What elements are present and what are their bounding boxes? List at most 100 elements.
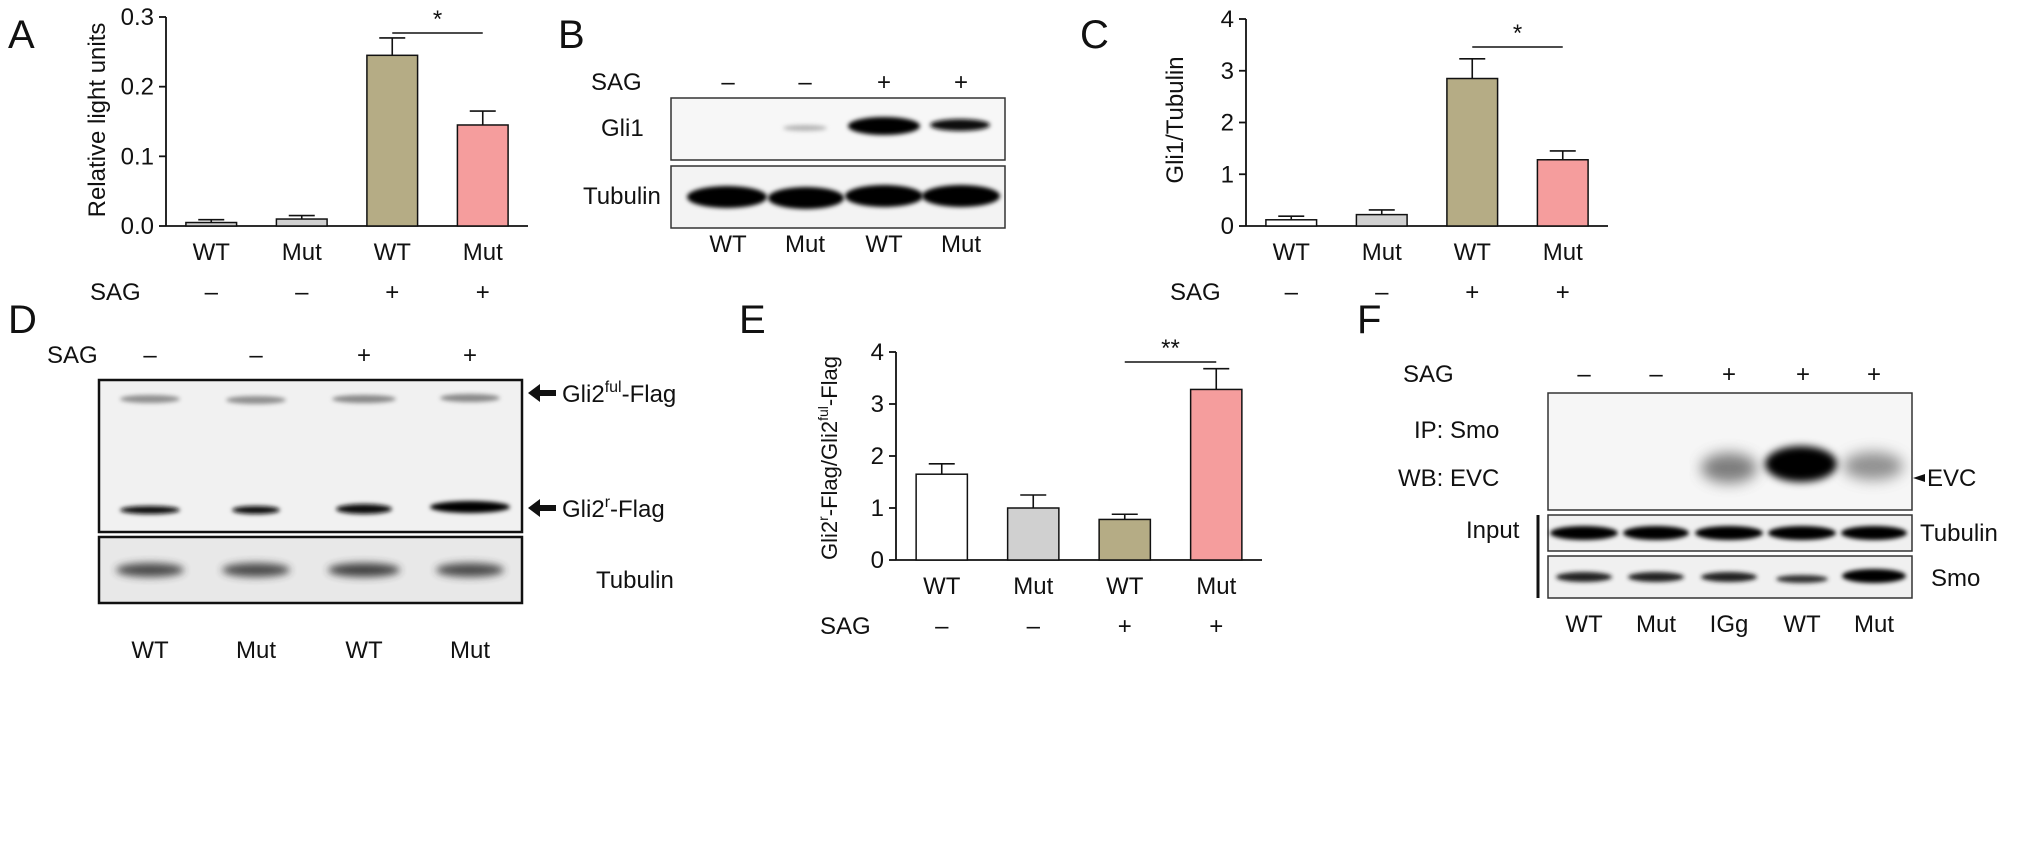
blot-b-sag-4: + [954,69,968,96]
chart-a-bar [185,221,238,227]
blot-d-sag-1: – [143,342,157,369]
chart-e-x-label: WT [923,573,961,600]
blot-b-sag-2: – [798,69,812,96]
blot-b-gli1-band-4 [930,119,990,131]
chart-c-significance-label: * [1513,20,1522,47]
panel-letter-a: A [8,13,35,57]
arrow-gli2-r-icon [528,499,556,517]
blot-b-sag-1: – [721,69,735,96]
chart-a-significance-label: * [433,6,442,33]
chart-e-sag-value: + [1209,613,1223,640]
chart-a-bar [275,218,328,227]
chart-c-bar [1265,219,1318,227]
blot-f-evc-band-4 [1765,446,1837,482]
panel-b: B SAG – – + + Gli1 Tubulin WT Mut WT Mut [558,13,1006,258]
chart-c-ylabel: Gli1/Tubulin [1162,56,1189,183]
blot-d-row-tubulin: Tubulin [596,567,674,594]
blot-f-sag-3: + [1722,361,1736,388]
chart-e-ylabel: Gli2r-Flag/Gli2ful-Flag [815,356,842,560]
chart-e-ytick-label: 3 [871,391,884,418]
chart-c-bar [1355,213,1408,227]
chart-c-ytick-label: 1 [1221,161,1234,188]
chart-c-ytick-label: 0 [1221,213,1234,240]
blot-f-evc-band-5 [1843,452,1903,480]
chart-a-bar [366,54,419,227]
chart-c-x-label: Mut [1362,239,1402,266]
blot-b-lane-4: Mut [941,231,981,258]
blot-d-tub-band-3 [328,563,400,577]
panel-letter-d: D [8,298,37,342]
blot-f-sag-label: SAG [1403,361,1454,388]
blot-f-smo-band-1 [1556,572,1612,582]
chart-a-ytick-label: 0.0 [121,213,154,240]
chart-e: 0 1 2 3 4 WT – Mut – WT + Mut + SAG ** [820,335,1262,640]
chart-e-x-label: WT [1106,573,1144,600]
chart-c-x-label: WT [1454,239,1492,266]
panel-letter-c: C [1080,13,1109,57]
chart-e-sag-value: – [935,613,949,640]
blot-d-sag-label: SAG [47,342,98,369]
blot-d-sag-4: + [463,342,477,369]
blot-d-lane-1: WT [131,637,169,664]
chart-a-x-label: Mut [463,239,503,266]
chart-c-sag-value: – [1285,279,1299,306]
chart-e-bar [915,473,969,561]
panel-c: C 0 1 2 3 4 WT – Mut – WT + Mut + SAG * Gli1/Tubulin [1080,6,1608,306]
blot-f-lane-3: IGg [1710,611,1749,638]
chart-a-x-label: WT [374,239,412,266]
blot-d-label-r: Gli2r-Flag [562,494,665,523]
blot-d-ful-band-4 [440,394,500,402]
blot-d-tub-band-2 [222,563,290,577]
blot-f-smo-band-2 [1628,572,1684,582]
blot-f-sag-2: – [1649,361,1663,388]
blot-f-lane-4: WT [1783,611,1821,638]
chart-e-bar [1006,507,1060,561]
panel-a: A 0.0 0.1 0.2 0.3 WT – Mut – WT + Mut + SAG * Relativ… [8,4,528,306]
blot-b-sag-label: SAG [591,69,642,96]
chart-c-ytick-label: 2 [1221,110,1234,137]
chart-e-sag-value: + [1118,613,1132,640]
blot-b-tubulin-band-4 [922,185,1000,207]
blot-f-smo-band-5 [1842,569,1906,583]
blot-d-lane-2: Mut [236,637,276,664]
blot-b-tubulin-band-2 [768,187,844,209]
chart-e-significance-label: ** [1161,335,1180,362]
blot-f-evc-label: EVC [1927,465,1976,492]
chart-c-x-label: Mut [1543,239,1583,266]
blot-f-tub-band-1 [1550,526,1618,540]
chart-a-sag-value: – [205,279,219,306]
chart-e-bar [1189,388,1243,561]
blot-f-tub-band-4 [1768,526,1836,540]
chart-c-bar [1446,77,1499,227]
blot-b-row-tubulin: Tubulin [583,183,661,210]
blot-f-tub-band-3 [1695,526,1763,540]
blot-b-row-gli1: Gli1 [601,115,644,142]
blot-b-tubulin-band-3 [845,185,923,207]
blot-f-sag-4: + [1796,361,1810,388]
arrow-evc-icon [1913,474,1925,482]
blot-d-tub-band-1 [116,563,184,577]
chart-e-x-label: Mut [1013,573,1053,600]
chart-a-sag-value: + [476,279,490,306]
chart-e-x-label: Mut [1196,573,1236,600]
panel-letter-b: B [558,13,585,57]
chart-c-sag-value: + [1556,279,1570,306]
blot-d-sag-3: + [357,342,371,369]
arrow-gli2-ful-icon [528,384,556,402]
chart-c-sag-value: + [1465,279,1479,306]
chart-a-ytick-label: 0.1 [121,143,154,170]
panel-f: F SAG – – + + + IP: Smo WB: EVC EVC Inpu… [1357,298,1998,638]
blot-f-evc-band-3 [1701,453,1757,483]
blot-b-sag-3: + [877,69,891,96]
chart-a-sag-label: SAG [90,279,141,306]
panel-letter-e: E [739,298,766,342]
chart-c-ytick-label: 3 [1221,58,1234,85]
blot-d-label-ful: Gli2ful-Flag [562,379,676,408]
chart-e-ytick-label: 0 [871,547,884,574]
blot-b-lane-2: Mut [785,231,825,258]
blot-f-row-tubulin: Tubulin [1920,520,1998,547]
blot-f-row-smo: Smo [1931,565,1980,592]
chart-e-ytick-label: 1 [871,495,884,522]
blot-f-lane-1: WT [1565,611,1603,638]
